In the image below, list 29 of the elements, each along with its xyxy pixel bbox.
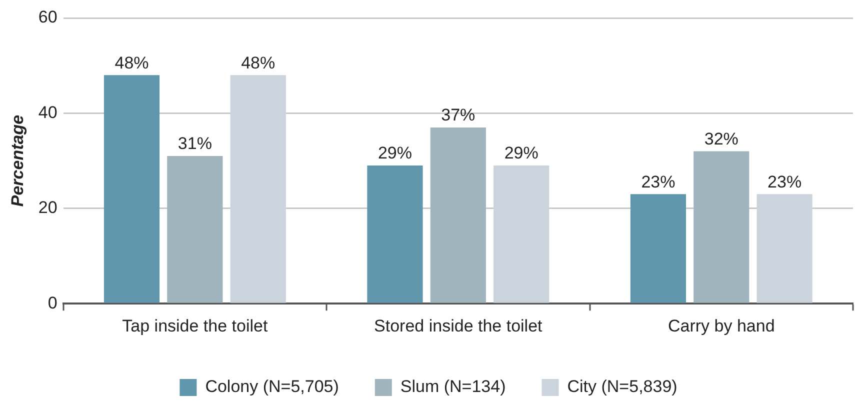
legend-label: City (N=5,839) bbox=[567, 377, 678, 396]
data-label: 23% bbox=[768, 172, 802, 192]
data-label: 23% bbox=[641, 172, 676, 192]
legend-label: Slum (N=134) bbox=[400, 377, 506, 396]
bar bbox=[167, 156, 223, 303]
y-tick-label: 0 bbox=[48, 293, 58, 312]
bar bbox=[104, 75, 160, 303]
bar bbox=[494, 166, 550, 303]
data-label: 48% bbox=[114, 53, 149, 72]
data-label: 37% bbox=[441, 106, 476, 125]
legend-label: Colony (N=5,705) bbox=[205, 377, 339, 396]
bar bbox=[630, 194, 686, 303]
bar bbox=[367, 166, 423, 303]
data-label: 48% bbox=[241, 53, 276, 72]
data-label: 31% bbox=[178, 134, 212, 154]
data-label: 29% bbox=[504, 144, 538, 163]
bar bbox=[694, 151, 750, 303]
y-tick-label: 40 bbox=[38, 102, 58, 122]
data-label: 32% bbox=[704, 129, 738, 148]
bar bbox=[430, 127, 486, 303]
y-tick-label: 60 bbox=[38, 8, 58, 27]
bar bbox=[756, 194, 812, 303]
y-tick-label: 20 bbox=[38, 198, 58, 218]
x-tick-label: Tap inside the toilet bbox=[122, 316, 268, 336]
x-tick-label: Carry by hand bbox=[668, 316, 775, 336]
data-label: 29% bbox=[378, 144, 412, 163]
bar bbox=[230, 75, 286, 303]
y-axis-title: Percentage bbox=[8, 114, 27, 207]
x-tick-label: Stored inside the toilet bbox=[374, 316, 543, 336]
